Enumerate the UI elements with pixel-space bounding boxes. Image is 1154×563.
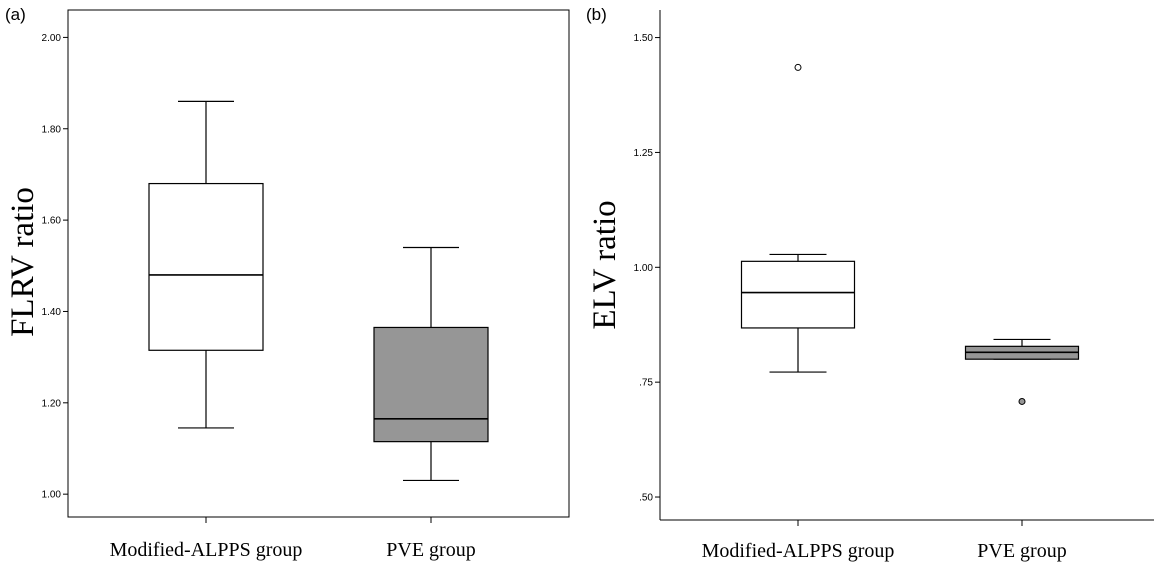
panel-b-y-ticks: .50 .75 1.00 1.25 1.50 [634,33,660,504]
y-tick-label: 2.00 [42,33,62,44]
y-tick-label: 1.20 [42,398,62,409]
box-modified-alpps-group [148,100,264,429]
box-pve-group [964,338,1080,405]
x-category-label: PVE group [977,540,1066,562]
y-tick-label: 1.00 [634,263,654,274]
y-tick-label: .50 [639,493,653,504]
x-category-label: Modified-ALPPS group [702,540,895,562]
panel-a-plot-frame [67,9,570,518]
iqr-box [740,260,856,329]
iqr-box [373,326,489,443]
x-category-label: PVE group [386,539,475,561]
panel-a-x-categories: Modified-ALPPS group PVE group [110,517,476,561]
outlier-point [794,63,802,71]
y-tick-label: 1.25 [634,148,654,159]
y-tick-label: 1.50 [634,33,654,44]
y-tick-label: 1.60 [42,216,62,227]
iqr-box [148,182,264,351]
panel-a-y-axis-title: FLRV ratio [5,187,41,337]
box-pve-group [373,246,489,482]
panel-a-boxes [148,100,489,482]
panel-b-label: (b) [586,5,607,24]
panel-a-y-ticks: 1.00 1.20 1.40 1.60 1.80 2.00 [42,33,68,501]
panel-b: (b) ELV ratio .50 .75 1.00 1.25 1.50 Modifie… [586,5,1154,562]
panel-b-x-categories: Modified-ALPPS group PVE group [702,520,1067,562]
outlier-point [1018,397,1026,405]
box-modified-alpps-group [740,63,856,373]
y-tick-label: .75 [639,378,653,389]
panel-a: (a) FLRV ratio 1.001.201.401.601.802.00 … [5,5,570,561]
panel-b-boxes [740,63,1080,405]
panel-b-y-axis-title: ELV ratio [587,200,623,329]
y-tick-label: 1.00 [42,490,62,501]
x-category-label: Modified-ALPPS group [110,539,303,561]
panel-a-label: (a) [5,5,26,24]
y-tick-label: 1.80 [42,124,62,135]
y-tick-label: 1.40 [42,307,62,318]
